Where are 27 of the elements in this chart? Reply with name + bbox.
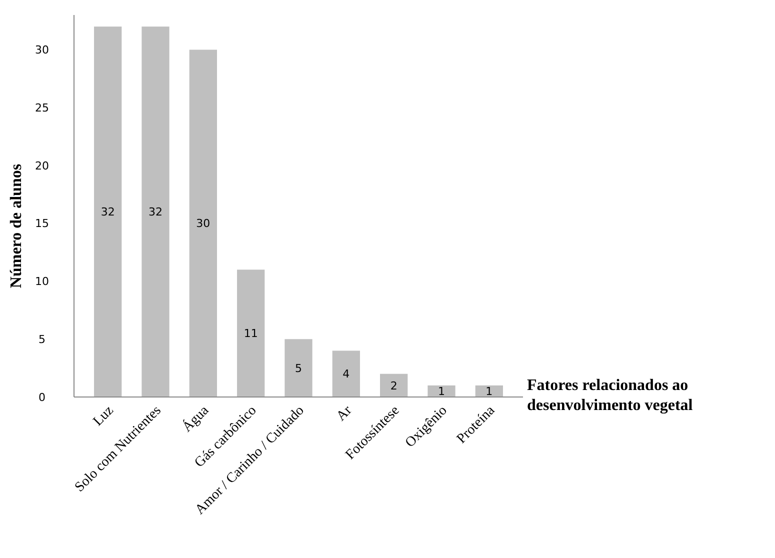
y-tick-label: 0	[38, 390, 46, 404]
bar	[284, 339, 312, 397]
bar	[380, 374, 408, 397]
x-tick-label: Luz	[90, 403, 117, 430]
y-tick-label: 15	[35, 217, 49, 230]
y-tick-label: 5	[38, 332, 46, 346]
bar	[332, 350, 360, 397]
y-tick-label: 30	[35, 44, 49, 57]
y-tick-label: 20	[35, 159, 49, 172]
bar	[428, 385, 456, 397]
data-label: 32	[100, 206, 115, 219]
bar	[189, 50, 217, 397]
x-axis-title: Fatores relacionados ao desenvolvimento vegetal	[527, 377, 694, 414]
y-tick-label: 25	[35, 101, 49, 114]
data-label: 5	[295, 362, 302, 375]
bar	[94, 26, 122, 397]
y-axis-title: Número de alunos	[8, 164, 25, 288]
data-label: 1	[486, 385, 493, 398]
bar	[237, 270, 265, 397]
data-label: 2	[390, 379, 398, 392]
data-label: 4	[342, 368, 350, 381]
y-tick-label: 10	[35, 275, 49, 288]
data-label: 32	[148, 206, 163, 219]
data-label: 1	[438, 385, 445, 398]
bar	[142, 26, 170, 397]
data-label: 30	[196, 217, 210, 230]
data-label: 11	[244, 327, 258, 340]
